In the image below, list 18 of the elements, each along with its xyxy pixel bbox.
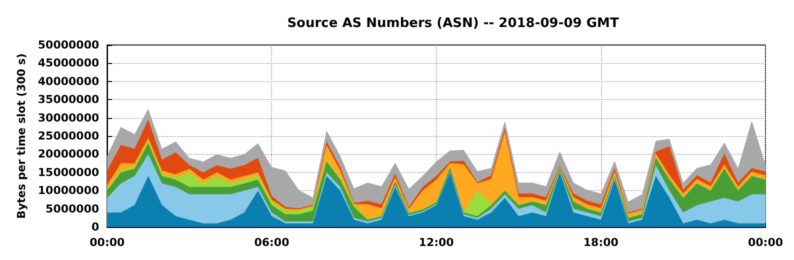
y-tick-label: 20000000 — [38, 148, 100, 161]
y-tick-label: 45000000 — [38, 56, 100, 70]
y-axis-title: Bytes per time slot (300 s) — [15, 53, 28, 219]
x-tick-label: 06:00 — [254, 236, 290, 249]
y-tick-label: 50000000 — [38, 38, 100, 52]
y-tick-label: 40000000 — [38, 74, 100, 88]
x-tick-label: 00:00 — [90, 236, 125, 249]
y-tick-label: 10000000 — [38, 184, 100, 198]
chart-title: Source AS Numbers (ASN) -- 2018-09-09 GMT — [287, 16, 619, 31]
y-tick-label: 15000000 — [38, 166, 100, 179]
y-tick-label: 25000000 — [38, 130, 100, 142]
x-tick-label: 18:00 — [583, 236, 619, 249]
y-tick-label: 5000000 — [46, 202, 100, 216]
y-tick-label: 35000000 — [38, 93, 100, 106]
y-tick-label: 30000000 — [38, 111, 100, 124]
x-tick-label: 12:00 — [418, 236, 454, 249]
x-tick-label: 00:00 — [748, 236, 784, 249]
y-tick-label: 0 — [91, 220, 100, 234]
